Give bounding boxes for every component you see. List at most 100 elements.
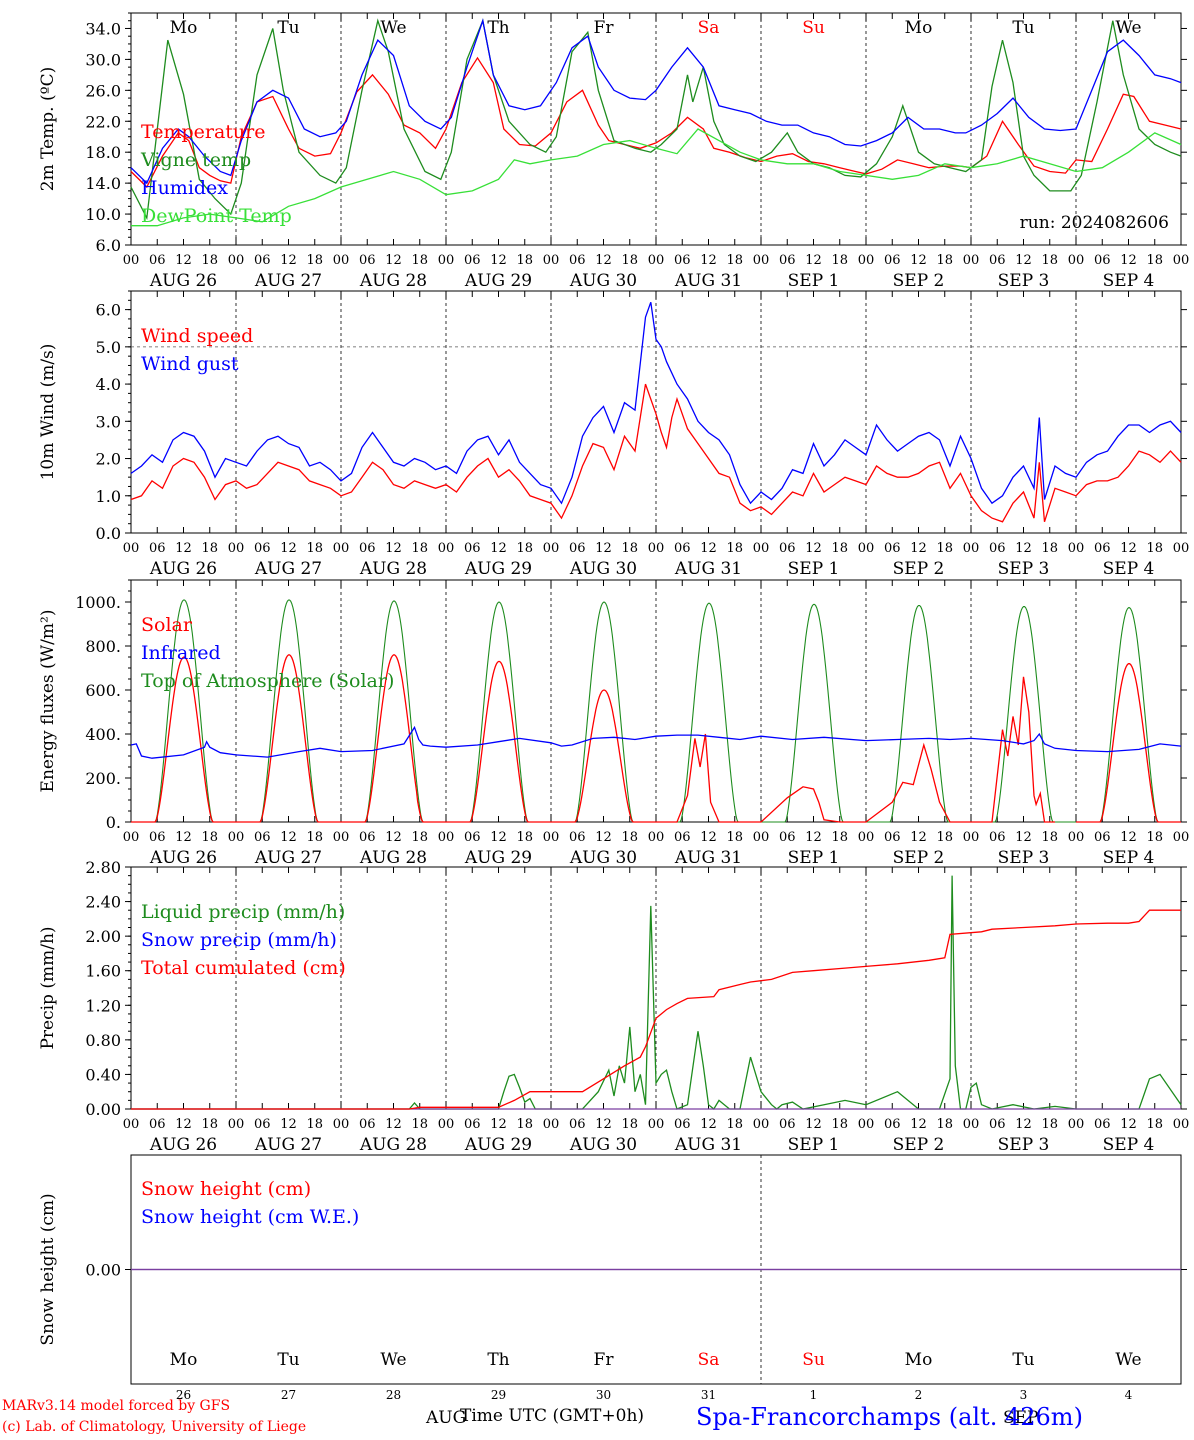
precip-date-label: AUG 30 (569, 1135, 637, 1155)
temp-hour-label: 12 (595, 253, 612, 268)
precip-ylabel: Precip (mm/h) (38, 926, 58, 1049)
temp-ytick-label: 34.0 (85, 19, 121, 38)
wind-hour-label: 12 (1120, 541, 1137, 556)
flux-legend-entry: Infrared (141, 642, 221, 664)
flux-hour-label: 06 (674, 830, 691, 845)
temp-hour-label: 18 (831, 253, 848, 268)
flux-ylabel: Energy fluxes (W/m²) (38, 610, 58, 793)
precip-hour-label: 00 (123, 1117, 140, 1132)
precip-date-label: AUG 31 (674, 1135, 742, 1155)
temp-hour-label: 06 (359, 253, 376, 268)
wind-hour-label: 18 (831, 541, 848, 556)
flux-hour-label: 18 (936, 830, 953, 845)
precip-hour-label: 00 (543, 1117, 560, 1132)
flux-panel: 0. 200. 400. 600. 800. 1000. Energy fluxes (W/… (38, 579, 1189, 868)
flux-ytick-label: 0. (106, 813, 121, 832)
flux-hour-label: 12 (385, 830, 402, 845)
precip-hour-label: 06 (989, 1117, 1006, 1132)
precip-hour-label: 18 (936, 1117, 953, 1132)
flux-hour-label: 00 (438, 830, 455, 845)
wind-hour-label: 06 (884, 541, 901, 556)
series-solar-line (656, 676, 1055, 823)
snow-weekday-label: Tu (1012, 1350, 1034, 1370)
precip-panel: 0.00 0.40 0.80 1.20 1.60 2.00 2.40 2.80 Precip (… (38, 858, 1189, 1155)
series-vigne-temp-line (130, 18, 1182, 221)
precip-ytick-label: 2.80 (85, 858, 121, 877)
flux-date-label: AUG 31 (674, 848, 742, 868)
temp-ytick-label: 10.0 (85, 205, 121, 224)
precip-date-label: SEP 2 (893, 1135, 945, 1155)
wind-hour-label: 12 (700, 541, 717, 556)
temp-date-label: SEP 1 (788, 271, 840, 291)
precip-hour-label: 00 (1068, 1117, 1085, 1132)
temp-hour-label: 06 (569, 253, 586, 268)
flux-date-label: AUG 28 (359, 848, 427, 868)
snow-weekday-label: We (380, 1350, 406, 1370)
wind-date-label: AUG 29 (464, 559, 532, 579)
precip-hour-label: 12 (175, 1117, 192, 1132)
wind-ytick-label: 1.0 (96, 487, 121, 506)
temp-hour-label: 12 (1015, 253, 1032, 268)
flux-hour-label: 06 (884, 830, 901, 845)
flux-hour-label: 18 (411, 830, 428, 845)
flux-hour-label: 00 (543, 830, 560, 845)
wind-hour-label: 18 (306, 541, 323, 556)
wind-legend-entry: Wind speed (141, 325, 253, 347)
precip-hour-label: 18 (201, 1117, 218, 1132)
snow-day-number: 3 (1020, 1388, 1028, 1402)
temp-hour-label: 12 (1120, 253, 1137, 268)
precip-hour-label: 00 (753, 1117, 770, 1132)
temp-date-label: AUG 28 (359, 271, 427, 291)
precip-hour-label: 18 (1146, 1117, 1163, 1132)
precip-hour-label: 06 (569, 1117, 586, 1132)
flux-hour-label: 06 (569, 830, 586, 845)
precip-hour-label: 06 (779, 1117, 796, 1132)
flux-date-label: AUG 29 (464, 848, 532, 868)
temp-hour-label: 06 (254, 253, 271, 268)
temp-hour-label: 00 (753, 253, 770, 268)
wind-ytick-label: 2.0 (96, 450, 121, 469)
flux-hour-label: 18 (726, 830, 743, 845)
snow-weekday-label: Fr (594, 1350, 615, 1370)
temp-hour-label: 00 (543, 253, 560, 268)
precip-date-label: AUG 28 (359, 1135, 427, 1155)
temp-hour-label: 06 (674, 253, 691, 268)
weekday-label: Sa (698, 18, 720, 38)
series-wind-gust-line (130, 301, 1182, 505)
precip-date-label: SEP 1 (788, 1135, 840, 1155)
flux-hour-label: 00 (333, 830, 350, 845)
snow-day-number: 27 (281, 1388, 296, 1402)
wind-hour-label: 18 (201, 541, 218, 556)
flux-hour-label: 00 (963, 830, 980, 845)
wind-hour-label: 18 (1041, 541, 1058, 556)
precip-hour-label: 00 (228, 1117, 245, 1132)
wind-hour-label: 12 (595, 541, 612, 556)
flux-date-label: AUG 27 (254, 848, 322, 868)
station-name: Spa-Francorchamps (alt. 426m) (696, 1403, 1083, 1431)
snow-day-number: 31 (701, 1388, 716, 1402)
snow-day-number: 26 (176, 1388, 191, 1402)
wind-ylabel: 10m Wind (m/s) (38, 344, 58, 481)
wind-hour-label: 00 (438, 541, 455, 556)
wind-date-label: AUG 31 (674, 559, 742, 579)
temp-date-label: AUG 27 (254, 271, 322, 291)
precip-hour-label: 12 (805, 1117, 822, 1132)
snow-day-number: 2 (915, 1388, 923, 1402)
temp-hour-label: 12 (280, 253, 297, 268)
temp-ytick-label: 30.0 (85, 50, 121, 69)
series-temperature-line (130, 56, 1182, 189)
temp-hour-label: 12 (910, 253, 927, 268)
precip-hour-label: 00 (858, 1117, 875, 1132)
temp-hour-label: 12 (700, 253, 717, 268)
temp-hour-label: 06 (989, 253, 1006, 268)
temp-legend-entry: Humidex (141, 177, 228, 199)
precip-hour-label: 06 (884, 1117, 901, 1132)
precip-hour-label: 18 (306, 1117, 323, 1132)
flux-hour-label: 12 (805, 830, 822, 845)
flux-hour-label: 18 (621, 830, 638, 845)
precip-hour-label: 18 (726, 1117, 743, 1132)
precip-hour-label: 00 (333, 1117, 350, 1132)
precip-hour-label: 18 (1041, 1117, 1058, 1132)
flux-hour-label: 12 (1120, 830, 1137, 845)
snow-day-number: 28 (386, 1388, 401, 1402)
